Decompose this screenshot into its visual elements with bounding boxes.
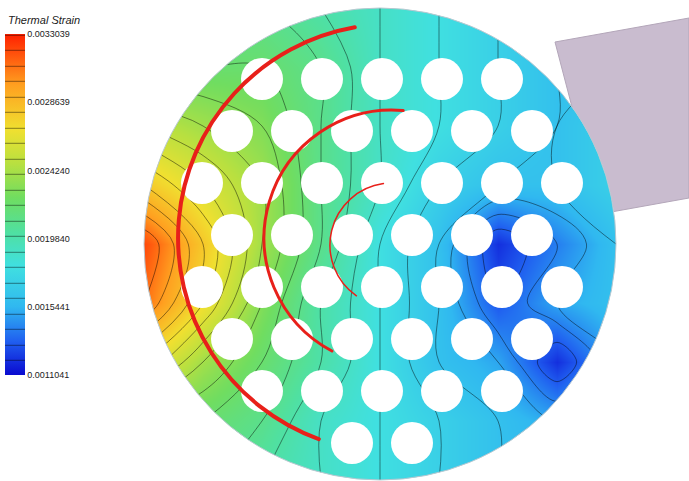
svg-text:Thermal Strain: Thermal Strain <box>8 14 80 26</box>
svg-text:0.0028639: 0.0028639 <box>27 97 70 107</box>
svg-text:0.0011041: 0.0011041 <box>27 370 69 380</box>
svg-text:0.0033039: 0.0033039 <box>27 29 70 39</box>
svg-text:0.0024240: 0.0024240 <box>27 166 70 176</box>
svg-text:0.0015441: 0.0015441 <box>27 302 70 312</box>
svg-text:0.0019840: 0.0019840 <box>27 234 70 244</box>
